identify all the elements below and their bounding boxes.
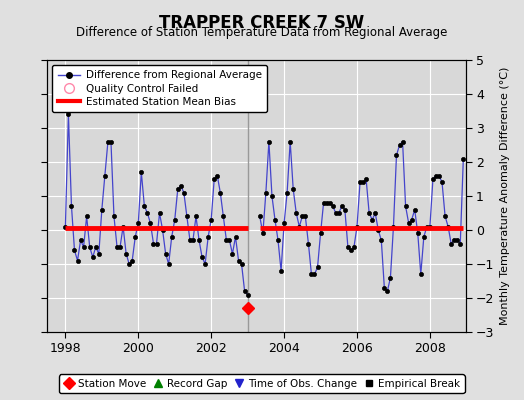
Y-axis label: Monthly Temperature Anomaly Difference (°C): Monthly Temperature Anomaly Difference (… [500, 67, 510, 325]
Legend: Difference from Regional Average, Quality Control Failed, Estimated Station Mean: Difference from Regional Average, Qualit… [52, 65, 267, 112]
Legend: Station Move, Record Gap, Time of Obs. Change, Empirical Break: Station Move, Record Gap, Time of Obs. C… [59, 374, 465, 393]
Text: Difference of Station Temperature Data from Regional Average: Difference of Station Temperature Data f… [77, 26, 447, 39]
Text: TRAPPER CREEK 7 SW: TRAPPER CREEK 7 SW [159, 14, 365, 32]
Text: Berkeley Earth: Berkeley Earth [384, 380, 466, 390]
